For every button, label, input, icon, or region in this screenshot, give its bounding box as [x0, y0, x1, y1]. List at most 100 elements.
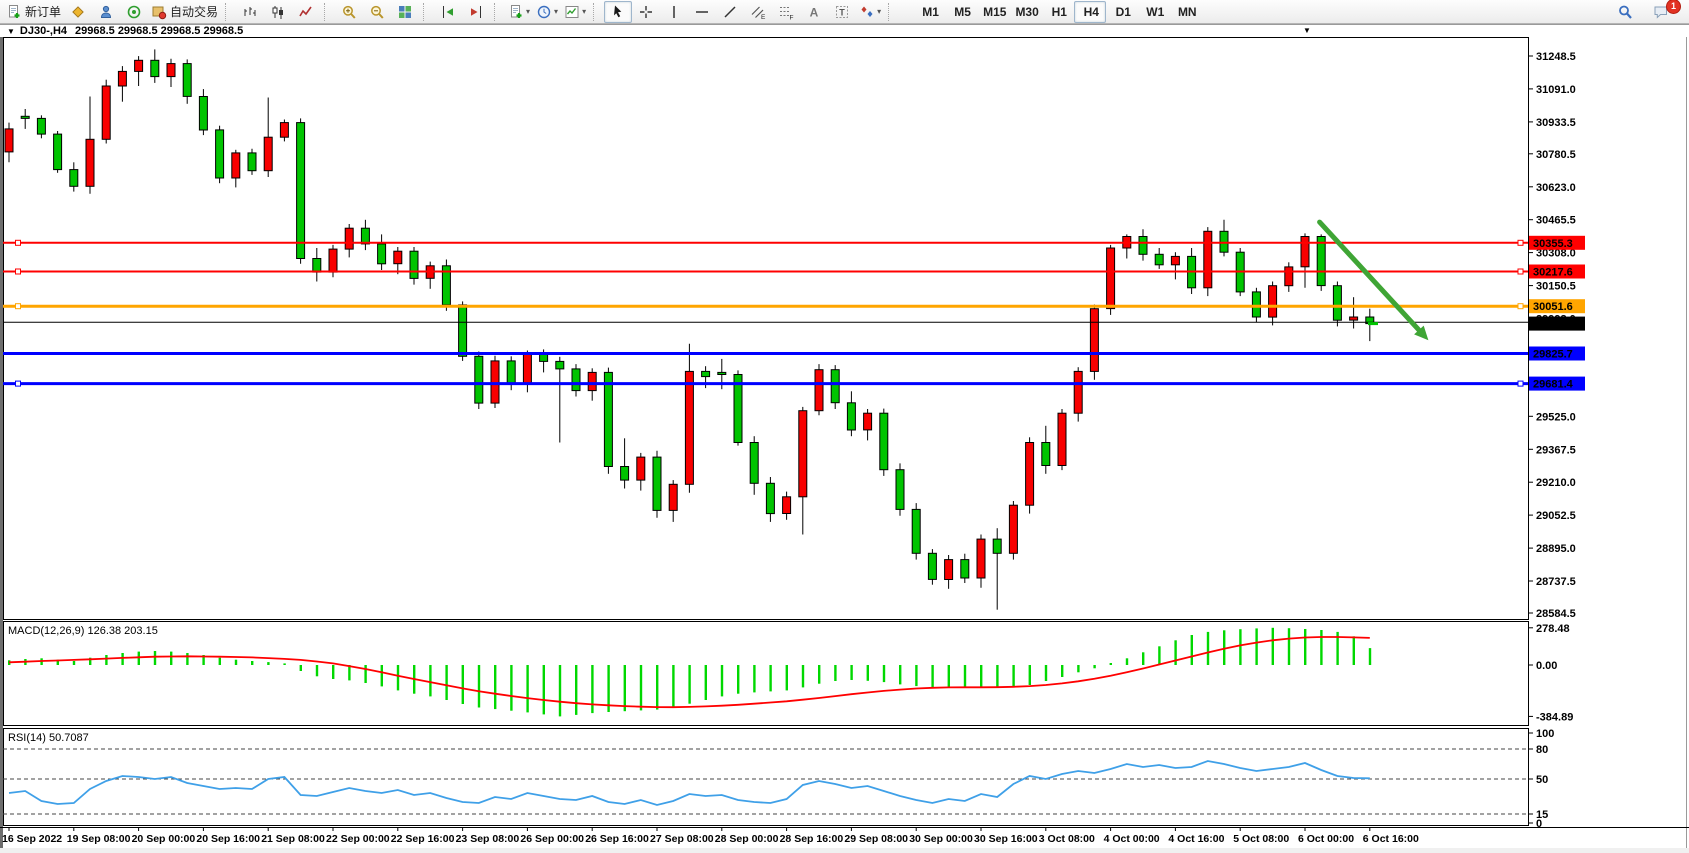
macd-hist-bar	[1206, 631, 1210, 665]
tf-w1[interactable]: W1	[1138, 1, 1170, 23]
line-handle[interactable]	[15, 303, 21, 310]
line-handle[interactable]	[1517, 268, 1524, 275]
line-chart-button[interactable]	[292, 1, 320, 23]
candle-body	[312, 258, 322, 273]
period-button[interactable]: ▾	[533, 1, 561, 23]
macd-hist-bar	[1109, 663, 1112, 665]
toolbar-separator	[324, 2, 332, 21]
tf-h4[interactable]: H4	[1073, 0, 1106, 23]
labelT-icon: T	[836, 5, 849, 18]
equidistant-channel-button[interactable]: E	[744, 1, 772, 23]
price-tick-label: 28895.0	[1536, 543, 1576, 555]
macd-hist-bar	[1255, 628, 1258, 665]
candle-body	[652, 456, 662, 511]
trend-arrow[interactable]	[1317, 219, 1429, 341]
dropdown-caret-icon: ▾	[554, 7, 559, 16]
cursor-button[interactable]	[604, 0, 633, 23]
horizontal-line-button[interactable]	[688, 1, 716, 23]
macd-hist-bar	[558, 665, 562, 717]
macd-hist-bar	[234, 659, 238, 665]
candlestick-chart-button[interactable]	[264, 1, 292, 23]
tile-windows-button[interactable]	[391, 1, 419, 23]
candle-body	[134, 59, 144, 72]
search-button[interactable]	[1611, 1, 1639, 23]
line-handle[interactable]	[1517, 380, 1524, 387]
market-watch-button[interactable]	[64, 1, 92, 23]
candle-body	[749, 442, 759, 484]
tf-h1[interactable]: H1	[1042, 1, 1074, 23]
macd-hist-bar	[1142, 652, 1145, 665]
crosshair-button[interactable]	[632, 1, 660, 23]
autotrading-button[interactable]: 自动交易	[148, 1, 221, 23]
tf-m15[interactable]: M15	[977, 1, 1009, 23]
candle-body	[101, 85, 111, 140]
zoom-out-button[interactable]	[363, 1, 391, 23]
tf-d1[interactable]: D1	[1106, 1, 1138, 23]
chat-button[interactable]: 1	[1647, 0, 1681, 23]
macd-hist-bar	[1352, 636, 1355, 665]
candle-body	[279, 122, 289, 138]
macd-hist-bar	[1287, 628, 1291, 665]
tf-m5[interactable]: M5	[945, 1, 977, 23]
tf-m5-label: M5	[954, 4, 971, 19]
price-tick-label: 30933.5	[1536, 117, 1576, 129]
macd-hist-bar	[1336, 631, 1339, 665]
macd-hist-bar	[332, 665, 335, 679]
macd-hist-bar	[461, 665, 464, 704]
candle-body	[1073, 370, 1083, 414]
line-handle[interactable]	[15, 239, 21, 246]
line-handle[interactable]	[15, 268, 21, 275]
candle-body	[20, 115, 30, 119]
candle-body	[960, 559, 970, 579]
line-handle[interactable]	[15, 380, 21, 387]
tf-m30[interactable]: M30	[1009, 1, 1041, 23]
candle-body	[4, 128, 14, 153]
auto-scroll-button[interactable]	[434, 1, 462, 23]
candle-body	[620, 466, 630, 481]
time-axis: 16 Sep 2022 19 Sep 08:00 20 Sep 00:00 20 Se…	[0, 827, 1689, 845]
text-label-button[interactable]: T	[828, 1, 856, 23]
toolbar-group-chart-type	[236, 0, 320, 24]
trendline-button[interactable]	[716, 1, 744, 23]
symbol-collapse-icon[interactable]: ▼	[7, 26, 15, 36]
zoom-in-button[interactable]	[335, 1, 363, 23]
navigator-button[interactable]	[92, 1, 120, 23]
vertical-line-button[interactable]	[660, 1, 688, 23]
bar-chart-button[interactable]	[236, 1, 264, 23]
horizontal-lines-layer[interactable]	[3, 239, 1528, 387]
candles-icon	[272, 5, 284, 19]
candle-body	[830, 369, 840, 404]
line-price-badge: 30217.6	[1533, 267, 1573, 279]
candle-body	[555, 360, 565, 370]
toolbar-separator	[225, 2, 233, 21]
new-chart-button[interactable]: ▾	[505, 1, 533, 23]
candle-body	[798, 410, 808, 498]
autotrade-icon	[152, 6, 167, 19]
candle-body	[571, 368, 581, 392]
template-button[interactable]: ▾	[561, 1, 589, 23]
macd-hist-bar	[931, 665, 934, 688]
tf-m1-label: M1	[922, 4, 939, 19]
macd-hist-bar	[477, 665, 481, 708]
line-price-badge: 30051.6	[1533, 301, 1573, 313]
line-handle[interactable]	[1517, 239, 1524, 246]
tf-m1[interactable]: M1	[913, 1, 945, 23]
textA-icon: A	[810, 5, 819, 19]
doc-plus-icon	[511, 4, 522, 18]
new-order-button[interactable]: 新订单	[3, 1, 64, 23]
chart-shift-button[interactable]	[462, 1, 490, 23]
arrows-button[interactable]: ▾	[856, 1, 884, 23]
fibonacci-button[interactable]: F	[772, 1, 800, 23]
macd-hist-bar	[656, 665, 659, 710]
signals-button[interactable]	[120, 1, 148, 23]
macd-hist-bar	[396, 665, 400, 691]
price-chart-canvas[interactable]: 31248.5 31091.0 30933.5 30780.5 30623.0 30465…	[0, 37, 1689, 853]
tf-mn-label: MN	[1177, 4, 1197, 19]
line-handle[interactable]	[1517, 303, 1524, 310]
tf-mn[interactable]: MN	[1170, 1, 1202, 23]
text-button[interactable]: A	[800, 1, 828, 23]
candle-body	[1268, 285, 1278, 318]
candle-body	[263, 136, 273, 172]
time-tick-label: 4 Oct 16:00	[1168, 833, 1224, 845]
dropdown-caret-icon: ▾	[877, 7, 882, 16]
